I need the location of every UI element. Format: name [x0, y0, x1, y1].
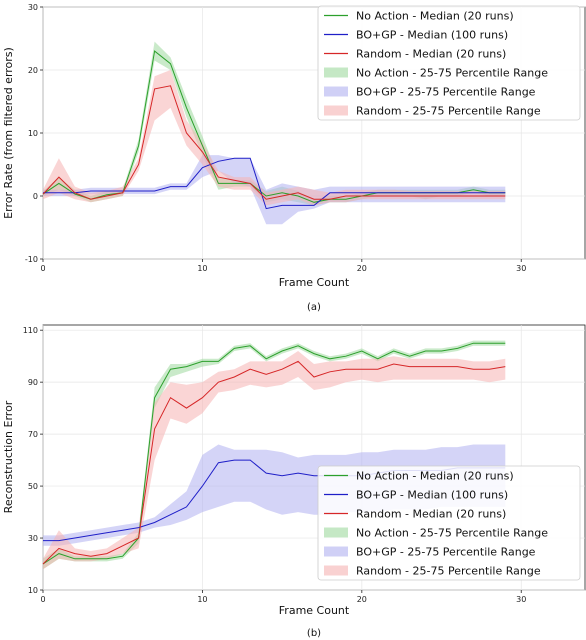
- chart-b-y-tick-label-5: 110: [23, 326, 38, 335]
- chart-a-bands: [43, 41, 506, 225]
- chart-b-legend-swatch-3: [324, 527, 348, 538]
- chart-b-x-tick-label-3: 30: [516, 595, 526, 604]
- chart-b-legend-label-4: BO+GP - 25-75 Percentile Range: [356, 546, 536, 559]
- chart-a-line-1: [43, 157, 506, 210]
- chart-a-x-tick-label-1: 10: [197, 264, 207, 273]
- chart-b-x-ticks: 0 10 20 30: [40, 590, 526, 604]
- chart-a-x-tick-label-0: 0: [40, 264, 45, 273]
- chart-b-legend-label-1: BO+GP - Median (100 runs): [356, 489, 508, 502]
- chart-a-legend-swatch-4: [324, 86, 348, 97]
- chart-b-y-tick-label-2: 50: [28, 482, 38, 491]
- chart-a-y-tick-label-1: 0: [33, 192, 38, 201]
- chart-a-y-tick-label-4: 30: [28, 3, 38, 12]
- chart-b-y-axis-label: Reconstruction Error: [2, 400, 15, 513]
- chart-b-x-axis-label: Frame Count: [279, 604, 350, 617]
- chart-b-legend-swatch-5: [324, 565, 348, 576]
- chart-b-legend-swatch-4: [324, 546, 348, 557]
- chart-a-y-axis-label: Error Rate (from filtered errors): [2, 47, 15, 219]
- chart-a-y-tick-label-0: -10: [25, 255, 38, 264]
- chart-a-y-ticks: -10 0 10 20 30: [25, 3, 43, 264]
- chart-b-legend: No Action - Median (20 runs) BO+GP - Medi…: [317, 465, 581, 581]
- chart-b-x-tick-label-2: 20: [357, 595, 367, 604]
- chart-a-legend-label-3: No Action - 25-75 Percentile Range: [356, 67, 548, 80]
- chart-b-band-5: [43, 351, 506, 570]
- chart-a-legend-label-4: BO+GP - 25-75 Percentile Range: [356, 86, 536, 99]
- chart-a-x-tick-label-2: 20: [357, 264, 367, 273]
- chart-b-y-tick-label-3: 70: [28, 430, 38, 439]
- chart-a-band-4: [43, 155, 506, 225]
- chart-b-line-0: [42, 342, 506, 565]
- chart-b-legend-label-3: No Action - 25-75 Percentile Range: [356, 527, 548, 540]
- chart-a-lines: [42, 50, 506, 210]
- chart-b-y-tick-label-4: 90: [28, 378, 38, 387]
- chart-b-x-tick-label-1: 10: [197, 595, 207, 604]
- chart-b-legend-box: [317, 465, 581, 581]
- chart-a-x-tick-label-3: 30: [516, 264, 526, 273]
- chart-a-legend-label-0: No Action - Median (20 runs): [356, 10, 514, 23]
- chart-b-y-ticks: 10 30 50 70 90 110: [23, 326, 43, 595]
- chart-a-caption: (a): [307, 302, 321, 313]
- chart-b-legend-label-0: No Action - Median (20 runs): [356, 470, 514, 483]
- chart-b-caption: (b): [307, 628, 321, 639]
- chart-a-legend-swatch-3: [324, 67, 348, 78]
- chart-b-y-tick-label-0: 10: [28, 586, 38, 595]
- chart-a-legend-box: [317, 5, 581, 121]
- chart-b-legend-label-5: Random - 25-75 Percentile Range: [356, 565, 541, 578]
- chart-a-x-axis-label: Frame Count: [279, 276, 350, 289]
- chart-b-y-tick-label-1: 30: [28, 534, 38, 543]
- chart-a-x-ticks: 0 10 20 30: [40, 259, 526, 273]
- chart-a-legend-label-1: BO+GP - Median (100 runs): [356, 29, 508, 42]
- chart-a-y-tick-label-3: 20: [28, 66, 38, 75]
- chart-a-band-5: [43, 70, 506, 206]
- chart-a-legend-label-2: Random - Median (20 runs): [356, 48, 506, 61]
- chart-a-legend-label-5: Random - 25-75 Percentile Range: [356, 105, 541, 118]
- chart-a-line-2: [42, 85, 506, 200]
- chart-b-x-tick-label-0: 0: [40, 595, 45, 604]
- chart-a-y-tick-label-2: 10: [28, 129, 38, 138]
- chart-b-line-2: [42, 360, 506, 565]
- chart-b-legend-label-2: Random - Median (20 runs): [356, 508, 506, 521]
- chart-a-legend: No Action - Median (20 runs) BO+GP - Medi…: [317, 5, 581, 121]
- chart-a-legend-swatch-5: [324, 105, 348, 116]
